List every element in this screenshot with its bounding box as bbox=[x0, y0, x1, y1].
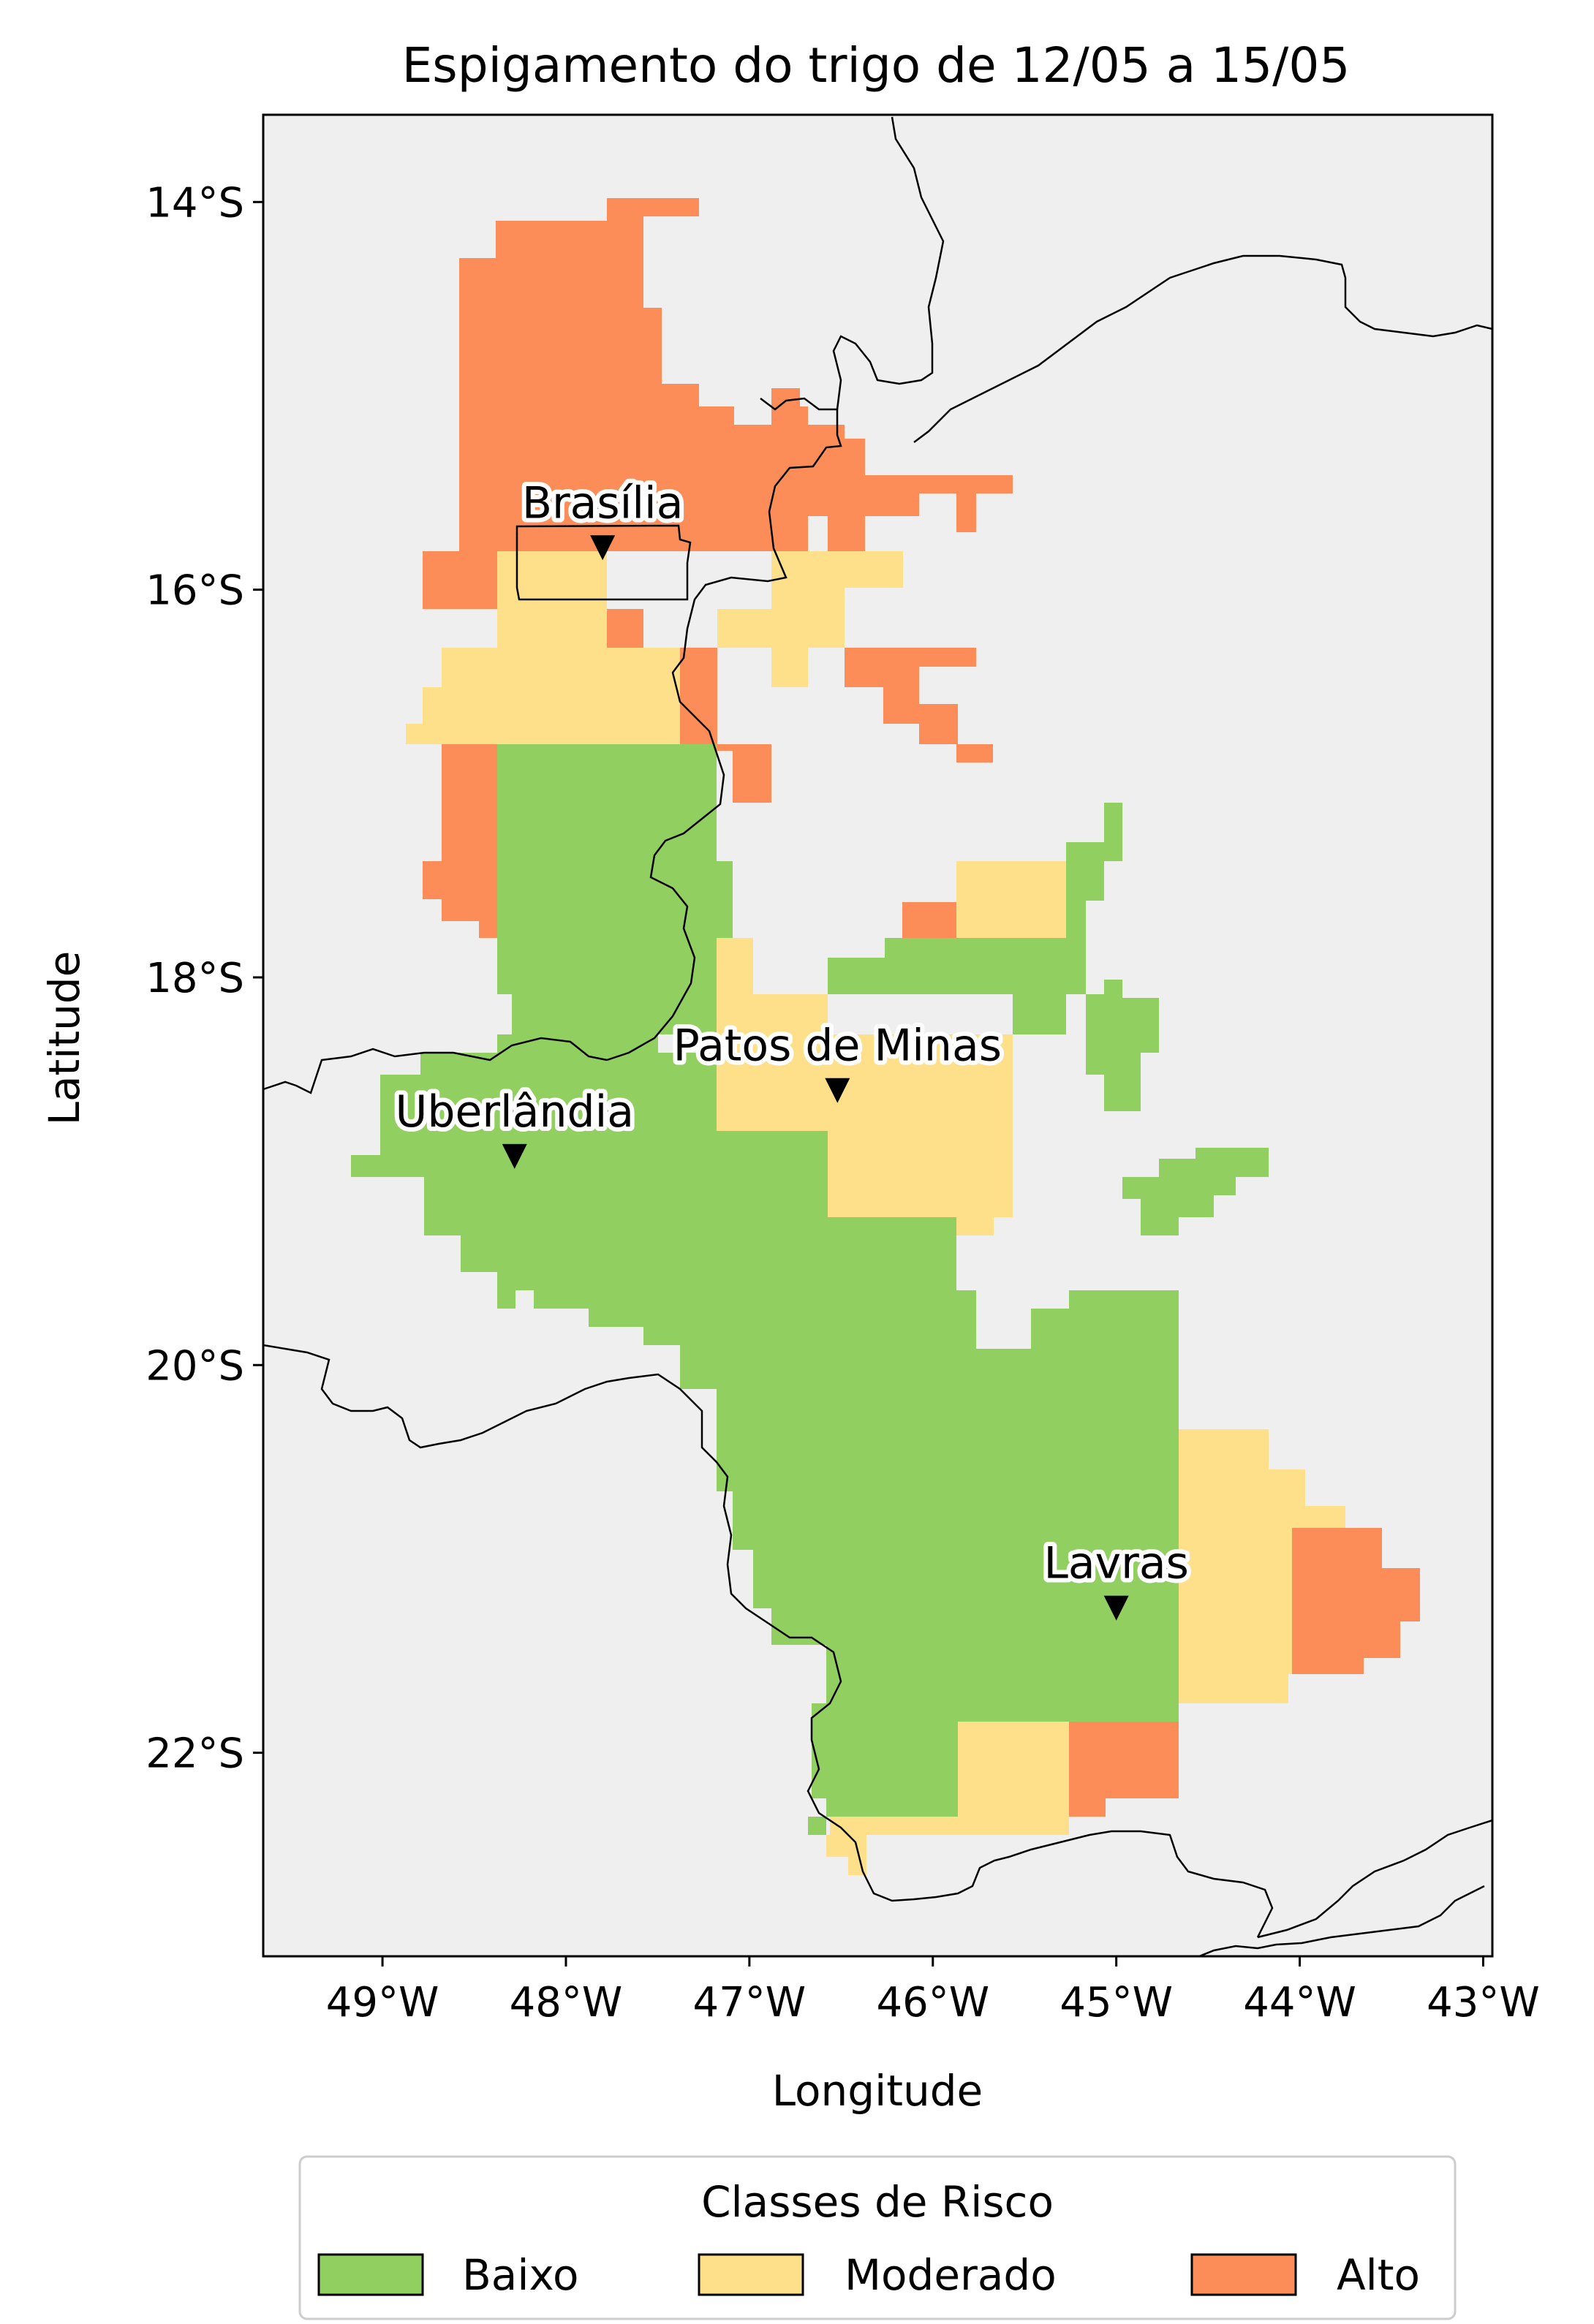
risk-region-alto-small bbox=[902, 902, 958, 939]
x-axis: 49°W 48°W 47°W 46°W 45°W 44°W 43°W Longitude bbox=[326, 1956, 1540, 2116]
state-borders bbox=[262, 116, 1493, 1958]
x-tick-label-2: 47°W bbox=[693, 1979, 807, 2026]
y-axis-label: Latitude bbox=[39, 951, 89, 1126]
go-mg-border bbox=[606, 397, 842, 1061]
legend-swatch-baixo bbox=[317, 2253, 424, 2296]
y-tick-label-3: 20°S bbox=[146, 1342, 244, 1390]
x-tick-label-1: 48°W bbox=[510, 1979, 623, 2026]
city-label-brasilia: Brasília bbox=[522, 477, 684, 529]
legend-frame bbox=[298, 2155, 1457, 2320]
y-tick-marks: 14°S 16°S 18°S 20°S 22°S bbox=[146, 179, 263, 1778]
x-tick-label-0: 49°W bbox=[326, 1979, 439, 2026]
x-tick-label-3: 46°W bbox=[876, 1979, 989, 2026]
legend-label-moderado: Moderado bbox=[845, 2250, 1057, 2300]
map-frame bbox=[262, 113, 1494, 1958]
risk-region-baixo-west bbox=[424, 1126, 497, 1235]
ba-mg-border bbox=[832, 116, 945, 410]
risk-region-baixo-northeast bbox=[828, 803, 1122, 1034]
risk-region-alto-east bbox=[845, 648, 993, 762]
city-marker-uberlandia bbox=[502, 1143, 527, 1169]
df-border bbox=[515, 524, 692, 601]
risk-region-alto-south bbox=[1069, 1722, 1179, 1817]
y-tick-label-1: 16°S bbox=[146, 567, 244, 615]
chart-title: Espigamento do trigo de 12/05 a 15/05 bbox=[402, 37, 1351, 94]
city-marker-brasilia bbox=[590, 535, 616, 561]
risk-region-alto-southeast bbox=[1292, 1528, 1420, 1674]
y-tick-label-4: 22°S bbox=[146, 1730, 244, 1778]
city-label-lavras: Lavras bbox=[1043, 1538, 1188, 1589]
x-tick-label-6: 43°W bbox=[1427, 1979, 1540, 2026]
risk-region-baixo-far-east bbox=[1122, 1148, 1269, 1235]
ba-east-border bbox=[913, 254, 1493, 443]
risk-region-alto-west bbox=[423, 744, 497, 938]
risk-region-baixo-east bbox=[1086, 980, 1159, 1111]
city-label-patos-de-minas: Patos de Minas bbox=[673, 1021, 1002, 1072]
x-tick-marks: 49°W 48°W 47°W 46°W 45°W 44°W 43°W bbox=[326, 1956, 1540, 2026]
risk-region-baixo-main bbox=[351, 744, 1179, 1835]
x-axis-label: Longitude bbox=[772, 2066, 983, 2116]
legend-label-baixo: Baixo bbox=[462, 2250, 578, 2300]
legend: Classes de Risco Baixo Moderado Alto bbox=[298, 2155, 1457, 2320]
risk-region-alto-north bbox=[423, 198, 1013, 803]
legend-title: Classes de Risco bbox=[701, 2177, 1054, 2227]
risk-region-moderado-southeast bbox=[1179, 1429, 1345, 1703]
mg-rj-border bbox=[1257, 1819, 1493, 1939]
coast-line bbox=[1198, 1885, 1485, 1958]
x-tick-label-4: 45°W bbox=[1059, 1979, 1173, 2026]
go-mg-west-border bbox=[262, 1037, 608, 1094]
risk-region-moderado-central bbox=[717, 938, 1013, 1235]
y-tick-label-2: 18°S bbox=[146, 955, 244, 1002]
risk-region-moderado-south bbox=[826, 1722, 1069, 1875]
city-marker-lavras bbox=[1103, 1595, 1129, 1621]
legend-swatch-alto bbox=[1190, 2253, 1297, 2296]
city-marker-patos-de-minas bbox=[825, 1078, 850, 1103]
x-tick-label-5: 44°W bbox=[1243, 1979, 1356, 2026]
city-label-uberlandia: Uberlândia bbox=[395, 1086, 634, 1138]
legend-label-alto: Alto bbox=[1337, 2250, 1420, 2300]
y-axis: 14°S 16°S 18°S 20°S 22°S Latitude bbox=[39, 179, 263, 1778]
mg-sp-border bbox=[262, 1344, 1274, 1938]
risk-region-moderado-northeast bbox=[956, 861, 1066, 939]
legend-swatch-moderado bbox=[698, 2253, 804, 2296]
y-tick-label-0: 14°S bbox=[146, 179, 244, 227]
city-markers: Brasília Patos de Minas Uberlândia Lavras bbox=[390, 473, 1193, 1621]
